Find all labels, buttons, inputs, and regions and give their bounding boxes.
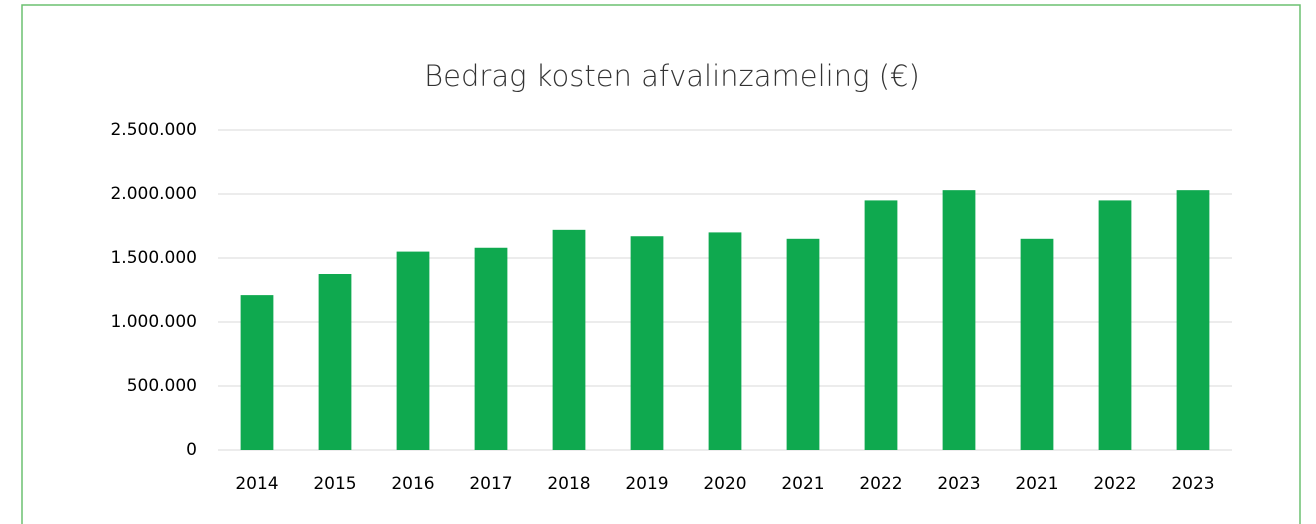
x-tick-label: 2014 [235, 474, 278, 494]
bar [630, 236, 664, 450]
x-tick-label: 2022 [859, 474, 902, 494]
frame [21, 4, 1301, 524]
bar [786, 238, 820, 450]
x-tick-label: 2018 [547, 474, 590, 494]
bar [708, 232, 742, 450]
bar [318, 274, 352, 450]
x-tick-label: 2016 [391, 474, 434, 494]
y-tick-label: 1.000.000 [110, 312, 197, 332]
bar [864, 200, 898, 450]
x-tick-label: 2023 [1171, 474, 1214, 494]
x-tick-label: 2020 [703, 474, 746, 494]
y-tick-label: 2.500.000 [110, 120, 197, 140]
bar [1098, 200, 1132, 450]
bar [474, 247, 508, 450]
y-tick-label: 1.500.000 [110, 248, 197, 268]
bar [942, 190, 976, 450]
chart-title: Bedrag kosten afvalinzameling (€) [424, 59, 920, 93]
x-tick-label: 2019 [625, 474, 668, 494]
bar [1176, 190, 1210, 450]
x-tick-label: 2023 [937, 474, 980, 494]
x-tick-label: 2015 [313, 474, 356, 494]
bar [396, 251, 430, 450]
y-tick-label: 2.000.000 [110, 184, 197, 204]
y-tick-label: 0 [186, 440, 197, 460]
x-tick-label: 2021 [781, 474, 824, 494]
bar [240, 295, 274, 450]
y-tick-label: 500.000 [127, 376, 197, 396]
x-tick-label: 2022 [1093, 474, 1136, 494]
bar [1020, 238, 1054, 450]
bar [552, 229, 586, 450]
x-tick-label: 2017 [469, 474, 512, 494]
x-tick-label: 2021 [1015, 474, 1058, 494]
